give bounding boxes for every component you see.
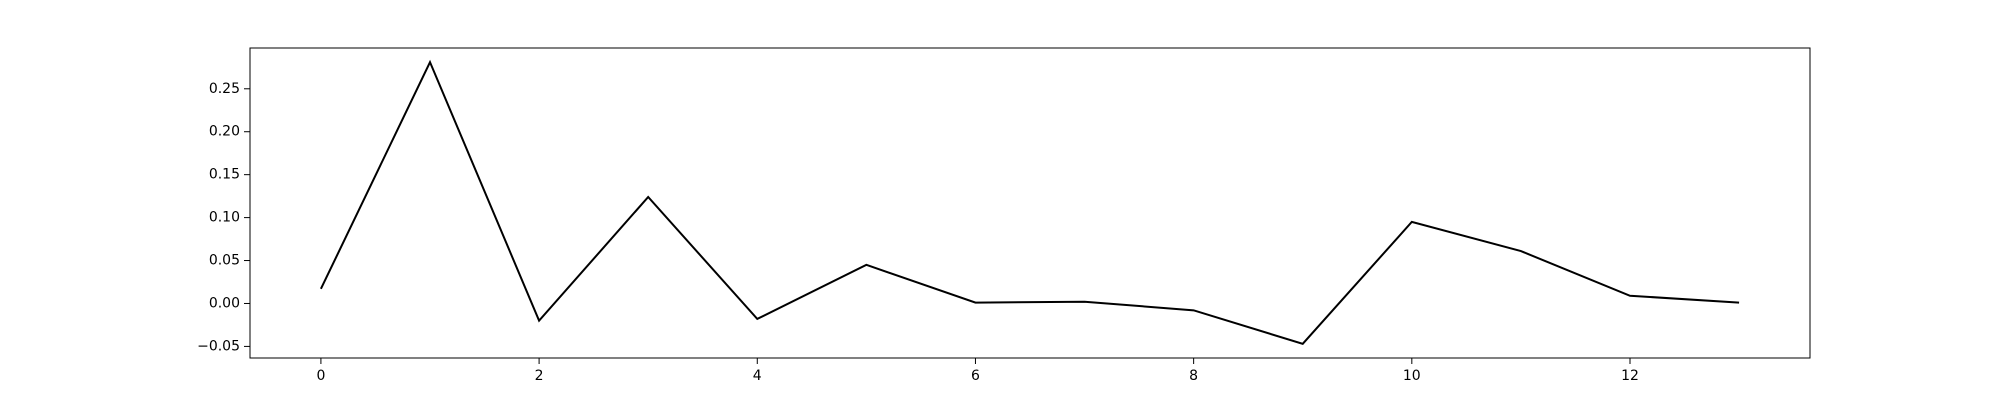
x-tick-label: 12 xyxy=(1621,368,1639,384)
x-axis-ticks: 0 2 4 6 8 10 12 xyxy=(316,358,1639,384)
y-tick-label: 0.20 xyxy=(209,124,240,140)
series-line-0 xyxy=(320,59,1740,345)
x-tick-label: 0 xyxy=(316,368,325,384)
plot-frame xyxy=(249,47,1811,359)
x-tick-label: 10 xyxy=(1403,368,1421,384)
series-group xyxy=(320,59,1740,345)
x-tick-label: 6 xyxy=(971,368,980,384)
y-tick-label: 0.00 xyxy=(209,295,240,311)
y-tick-label: 0.15 xyxy=(209,167,240,183)
y-tick-label: 0.10 xyxy=(209,210,240,226)
y-tick-label: 0.05 xyxy=(209,253,240,269)
y-tick-label: −0.05 xyxy=(197,338,240,354)
x-tick-label: 4 xyxy=(753,368,762,384)
x-tick-label: 2 xyxy=(535,368,544,384)
y-axis-ticks: −0.05 0.00 0.05 0.10 0.15 0.20 0.25 xyxy=(197,81,250,354)
x-tick-label: 8 xyxy=(1189,368,1198,384)
y-tick-label: 0.25 xyxy=(209,81,240,97)
